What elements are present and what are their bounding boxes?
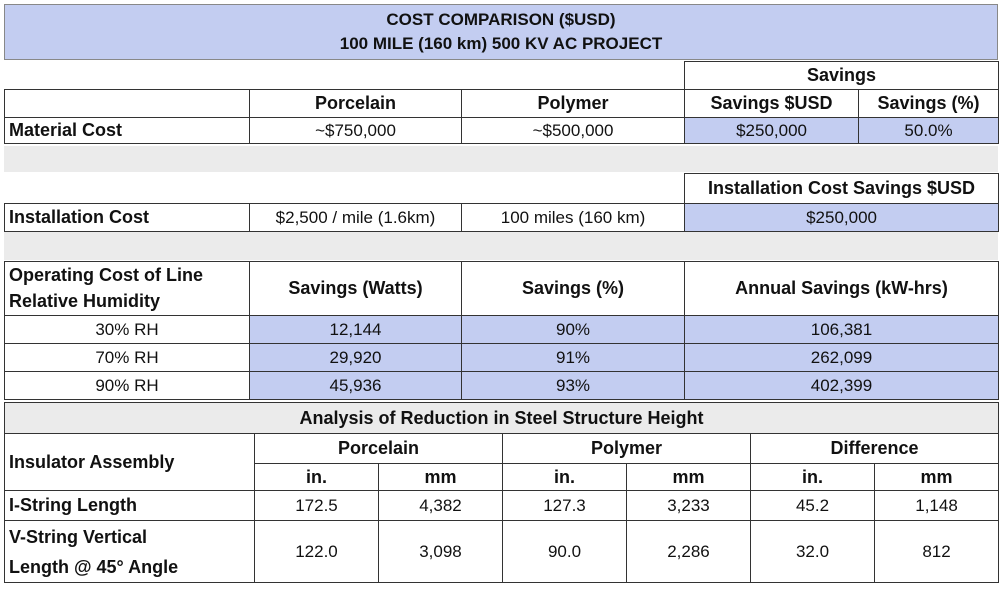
spacer-1 bbox=[4, 146, 998, 172]
material-savings-pct: 50.0% bbox=[858, 117, 1000, 144]
cell-value: 2,286 bbox=[626, 520, 751, 583]
installation-cost-label: Installation Cost bbox=[4, 203, 250, 232]
title-line-1: COST COMPARISON ($USD) bbox=[386, 10, 616, 29]
annual-savings-value: 262,099 bbox=[684, 343, 999, 372]
col-savings-percent: Savings (%) bbox=[461, 261, 685, 316]
group-polymer: Polymer bbox=[502, 433, 751, 464]
group-difference: Difference bbox=[749, 433, 1000, 464]
material-blank bbox=[4, 61, 686, 90]
unit-header: in. bbox=[750, 463, 875, 491]
material-cost-label: Material Cost bbox=[4, 117, 250, 144]
material-savings-usd: $250,000 bbox=[684, 117, 860, 144]
cell-value: 3,098 bbox=[378, 520, 503, 583]
rh-label: 70% RH bbox=[4, 343, 250, 372]
cell-value: 1,148 bbox=[873, 490, 1000, 521]
installation-distance: 100 miles (160 km) bbox=[460, 203, 686, 232]
material-corner bbox=[4, 89, 250, 118]
rh-label: 90% RH bbox=[4, 371, 250, 400]
steel-title: Analysis of Reduction in Steel Structure… bbox=[3, 402, 1000, 434]
col-savings-usd: Savings $USD bbox=[684, 89, 860, 118]
installation-savings-header: Installation Cost Savings $USD bbox=[684, 173, 1000, 204]
group-porcelain: Porcelain bbox=[254, 433, 503, 464]
annual-savings-value: 106,381 bbox=[684, 315, 999, 344]
col-polymer: Polymer bbox=[460, 89, 686, 118]
cell-value: 32.0 bbox=[750, 520, 875, 583]
cell-value: 812 bbox=[873, 520, 1000, 583]
unit-header: mm bbox=[626, 463, 751, 491]
savings-watts-value: 12,144 bbox=[249, 315, 462, 344]
material-polymer: ~$500,000 bbox=[460, 117, 686, 144]
savings-watts-value: 45,936 bbox=[249, 371, 462, 400]
material-cost-table: Savings Porcelain Polymer Savings $USD S… bbox=[4, 61, 1000, 144]
col-savings-watts: Savings (Watts) bbox=[249, 261, 462, 316]
table-row: 30% RH 12,144 90% 106,381 bbox=[4, 315, 999, 344]
installation-cost-table: Installation Cost Savings $USD Installat… bbox=[4, 173, 1000, 232]
cell-value: 172.5 bbox=[254, 490, 379, 521]
table-row: 90% RH 45,936 93% 402,399 bbox=[4, 371, 999, 400]
insulator-assembly-header: Insulator Assembly bbox=[4, 433, 255, 491]
table-row: 70% RH 29,920 91% 262,099 bbox=[4, 343, 999, 372]
operating-cost-table: Operating Cost of Line Savings (Watts) S… bbox=[4, 261, 999, 400]
operating-label-line2: Relative Humidity bbox=[4, 288, 250, 316]
cell-value: 4,382 bbox=[378, 490, 503, 521]
col-porcelain: Porcelain bbox=[249, 89, 462, 118]
table-row: V-String Vertical Length @ 45° Angle 122… bbox=[4, 520, 1000, 583]
savings-watts-value: 29,920 bbox=[249, 343, 462, 372]
material-porcelain: ~$750,000 bbox=[249, 117, 462, 144]
title-line-2: 100 MILE (160 km) 500 KV AC PROJECT bbox=[339, 34, 663, 53]
cell-value: 3,233 bbox=[626, 490, 751, 521]
savings-pct-value: 91% bbox=[461, 343, 685, 372]
i-string-label: I-String Length bbox=[4, 490, 255, 521]
steel-structure-table: Analysis of Reduction in Steel Structure… bbox=[3, 402, 1000, 583]
cell-value: 90.0 bbox=[502, 520, 627, 583]
annual-savings-value: 402,399 bbox=[684, 371, 999, 400]
installation-rate: $2,500 / mile (1.6km) bbox=[249, 203, 462, 232]
rh-label: 30% RH bbox=[4, 315, 250, 344]
title-banner: COST COMPARISON ($USD) 100 MILE (160 km)… bbox=[4, 4, 998, 60]
v-string-label: V-String Vertical Length @ 45° Angle bbox=[4, 520, 255, 583]
v-string-label-line2: Length @ 45° Angle bbox=[9, 556, 179, 577]
savings-pct-value: 90% bbox=[461, 315, 685, 344]
unit-header: in. bbox=[502, 463, 627, 491]
installation-blank bbox=[4, 173, 686, 204]
spacer-2 bbox=[4, 232, 998, 260]
v-string-label-line1: V-String Vertical bbox=[9, 526, 148, 547]
unit-header: mm bbox=[873, 463, 1000, 491]
savings-pct-value: 93% bbox=[461, 371, 685, 400]
cell-value: 45.2 bbox=[750, 490, 875, 521]
table-row: I-String Length 172.5 4,382 127.3 3,233 … bbox=[4, 490, 1000, 521]
operating-label-line1: Operating Cost of Line bbox=[4, 261, 250, 289]
cell-value: 122.0 bbox=[254, 520, 379, 583]
cell-value: 127.3 bbox=[502, 490, 627, 521]
unit-header: mm bbox=[378, 463, 503, 491]
installation-savings: $250,000 bbox=[684, 203, 1000, 232]
unit-header: in. bbox=[254, 463, 379, 491]
savings-header: Savings bbox=[684, 61, 1000, 90]
col-savings-pct: Savings (%) bbox=[858, 89, 1000, 118]
col-annual-savings: Annual Savings (kW-hrs) bbox=[684, 261, 999, 316]
